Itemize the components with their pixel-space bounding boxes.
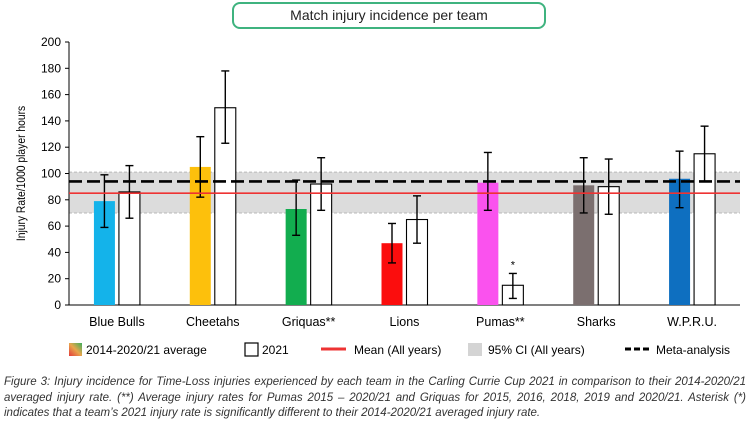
legend-label-2021: 2021 xyxy=(262,343,289,357)
x-tick-label: Pumas** xyxy=(476,315,525,329)
legend: 2014-2020/21 average 2021 Mean (All years)… xyxy=(69,342,730,357)
x-tick-label: Blue Bulls xyxy=(89,315,145,329)
x-tick-label: Griquas** xyxy=(282,315,336,329)
y-tick-label: 160 xyxy=(41,88,61,102)
x-tick-label: W.P.R.U. xyxy=(667,315,717,329)
y-tick-label: 180 xyxy=(41,61,61,75)
y-tick-label: 100 xyxy=(41,167,61,181)
figure-caption: Figure 3: Injury incidence for Time-Loss… xyxy=(4,376,746,419)
legend-swatch-2021 xyxy=(244,342,259,357)
legend-swatch-average xyxy=(69,343,82,356)
bar-average xyxy=(285,209,307,305)
x-tick-label: Lions xyxy=(390,315,420,329)
legend-label-ci: 95% CI (All years) xyxy=(488,343,585,357)
bar-average xyxy=(573,185,595,305)
y-tick-label: 200 xyxy=(41,35,61,49)
bar-average xyxy=(93,201,115,305)
y-tick-label: 140 xyxy=(41,114,61,128)
legend-label-mean: Mean (All years) xyxy=(354,343,441,357)
y-axis-label: Injury Rate/1000 player hours xyxy=(15,105,28,241)
legend-swatch-ci xyxy=(468,343,482,356)
y-tick-label: 80 xyxy=(48,193,62,207)
x-tick-label: Sharks xyxy=(577,315,616,329)
x-tick-label: Cheetahs xyxy=(186,315,240,329)
y-tick-label: 40 xyxy=(48,245,62,259)
y-tick-label: 20 xyxy=(48,272,62,286)
bar-average xyxy=(381,243,403,305)
bar-average xyxy=(477,182,499,305)
legend-label-average: 2014-2020/21 average xyxy=(86,343,207,357)
y-tick-label: 120 xyxy=(41,140,61,154)
y-tick-label: 60 xyxy=(48,219,62,233)
chart-title: Match injury incidence per team xyxy=(232,2,546,29)
y-tick-label: 0 xyxy=(54,298,61,312)
bar-average xyxy=(669,178,691,305)
significance-marker: * xyxy=(511,259,516,271)
bar-average xyxy=(189,166,211,305)
injury-bar-chart: 0 20 40 60 80 100 120 140 160 180 200 Injury Rate/1… xyxy=(15,35,740,357)
legend-label-meta: Meta-analysis xyxy=(656,343,730,357)
